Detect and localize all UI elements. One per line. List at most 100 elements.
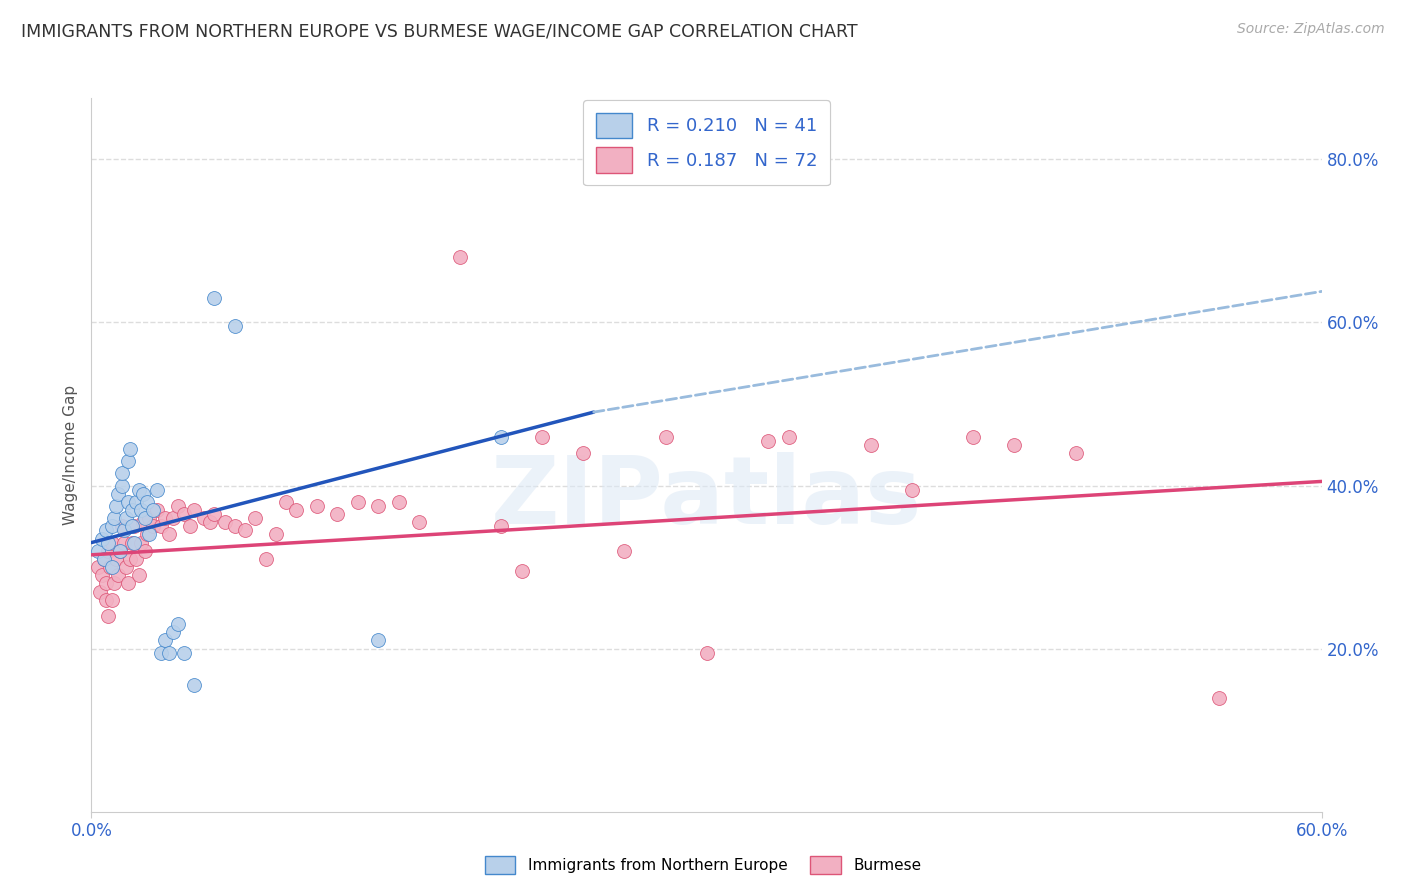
Point xyxy=(135,527,157,541)
Point xyxy=(107,486,129,500)
Point xyxy=(107,568,129,582)
Point xyxy=(900,483,922,497)
Point xyxy=(276,495,298,509)
Point xyxy=(121,535,143,549)
Point xyxy=(93,552,115,566)
Point xyxy=(103,576,125,591)
Point xyxy=(120,442,142,456)
Point xyxy=(103,511,125,525)
Point xyxy=(859,438,882,452)
Point xyxy=(1208,690,1230,705)
Point xyxy=(202,291,225,305)
Point xyxy=(97,609,120,624)
Point xyxy=(121,503,143,517)
Point xyxy=(179,519,201,533)
Point xyxy=(138,527,160,541)
Point xyxy=(98,560,121,574)
Point xyxy=(94,576,117,591)
Point xyxy=(134,511,156,525)
Point xyxy=(193,511,215,525)
Point xyxy=(613,543,636,558)
Point xyxy=(347,495,370,509)
Point xyxy=(173,646,195,660)
Point xyxy=(264,527,287,541)
Point xyxy=(326,507,349,521)
Point xyxy=(134,543,156,558)
Point xyxy=(166,499,188,513)
Point xyxy=(142,503,165,517)
Text: Source: ZipAtlas.com: Source: ZipAtlas.com xyxy=(1237,22,1385,37)
Point xyxy=(117,576,139,591)
Point xyxy=(200,515,222,529)
Point xyxy=(120,552,142,566)
Point xyxy=(90,568,112,582)
Point xyxy=(111,519,134,533)
Point xyxy=(129,535,152,549)
Point xyxy=(305,499,328,513)
Point xyxy=(367,633,389,648)
Point xyxy=(117,495,139,509)
Point xyxy=(124,519,146,533)
Point xyxy=(142,519,165,533)
Point xyxy=(150,519,173,533)
Point xyxy=(254,552,277,566)
Point xyxy=(531,429,554,443)
Point xyxy=(962,429,984,443)
Point xyxy=(572,446,595,460)
Point xyxy=(138,511,160,525)
Point xyxy=(135,495,157,509)
Point xyxy=(115,560,138,574)
Point xyxy=(388,495,411,509)
Point xyxy=(166,617,188,632)
Point xyxy=(756,434,779,448)
Point xyxy=(1002,438,1025,452)
Point xyxy=(105,552,127,566)
Point xyxy=(115,511,138,525)
Legend: R = 0.210   N = 41, R = 0.187   N = 72: R = 0.210 N = 41, R = 0.187 N = 72 xyxy=(583,100,830,186)
Point xyxy=(173,507,195,521)
Point xyxy=(224,319,246,334)
Point xyxy=(153,633,177,648)
Point xyxy=(1064,446,1087,460)
Point xyxy=(285,503,308,517)
Point xyxy=(105,499,127,513)
Text: ZIPatlas: ZIPatlas xyxy=(491,451,922,544)
Point xyxy=(162,511,184,525)
Point xyxy=(224,519,246,533)
Point xyxy=(101,560,124,574)
Point xyxy=(157,646,180,660)
Point xyxy=(86,543,108,558)
Point xyxy=(183,503,205,517)
Point xyxy=(111,478,134,492)
Point xyxy=(125,495,148,509)
Point xyxy=(112,524,135,538)
Point xyxy=(86,560,108,574)
Point xyxy=(778,429,800,443)
Point xyxy=(449,250,471,264)
Point xyxy=(233,524,256,538)
Point xyxy=(367,499,389,513)
Legend: Immigrants from Northern Europe, Burmese: Immigrants from Northern Europe, Burmese xyxy=(478,850,928,880)
Point xyxy=(202,507,225,521)
Point xyxy=(93,552,115,566)
Point xyxy=(131,486,153,500)
Point xyxy=(183,678,205,692)
Point xyxy=(101,592,124,607)
Point xyxy=(97,543,120,558)
Point xyxy=(89,584,111,599)
Y-axis label: Wage/Income Gap: Wage/Income Gap xyxy=(62,384,77,525)
Point xyxy=(153,511,177,525)
Point xyxy=(94,524,117,538)
Point xyxy=(125,552,148,566)
Point xyxy=(131,515,153,529)
Point xyxy=(146,483,169,497)
Point xyxy=(695,646,717,660)
Point xyxy=(121,519,143,533)
Point xyxy=(214,515,236,529)
Point xyxy=(491,429,513,443)
Point xyxy=(111,467,134,481)
Point xyxy=(245,511,267,525)
Point xyxy=(408,515,430,529)
Point xyxy=(157,527,180,541)
Point xyxy=(146,503,169,517)
